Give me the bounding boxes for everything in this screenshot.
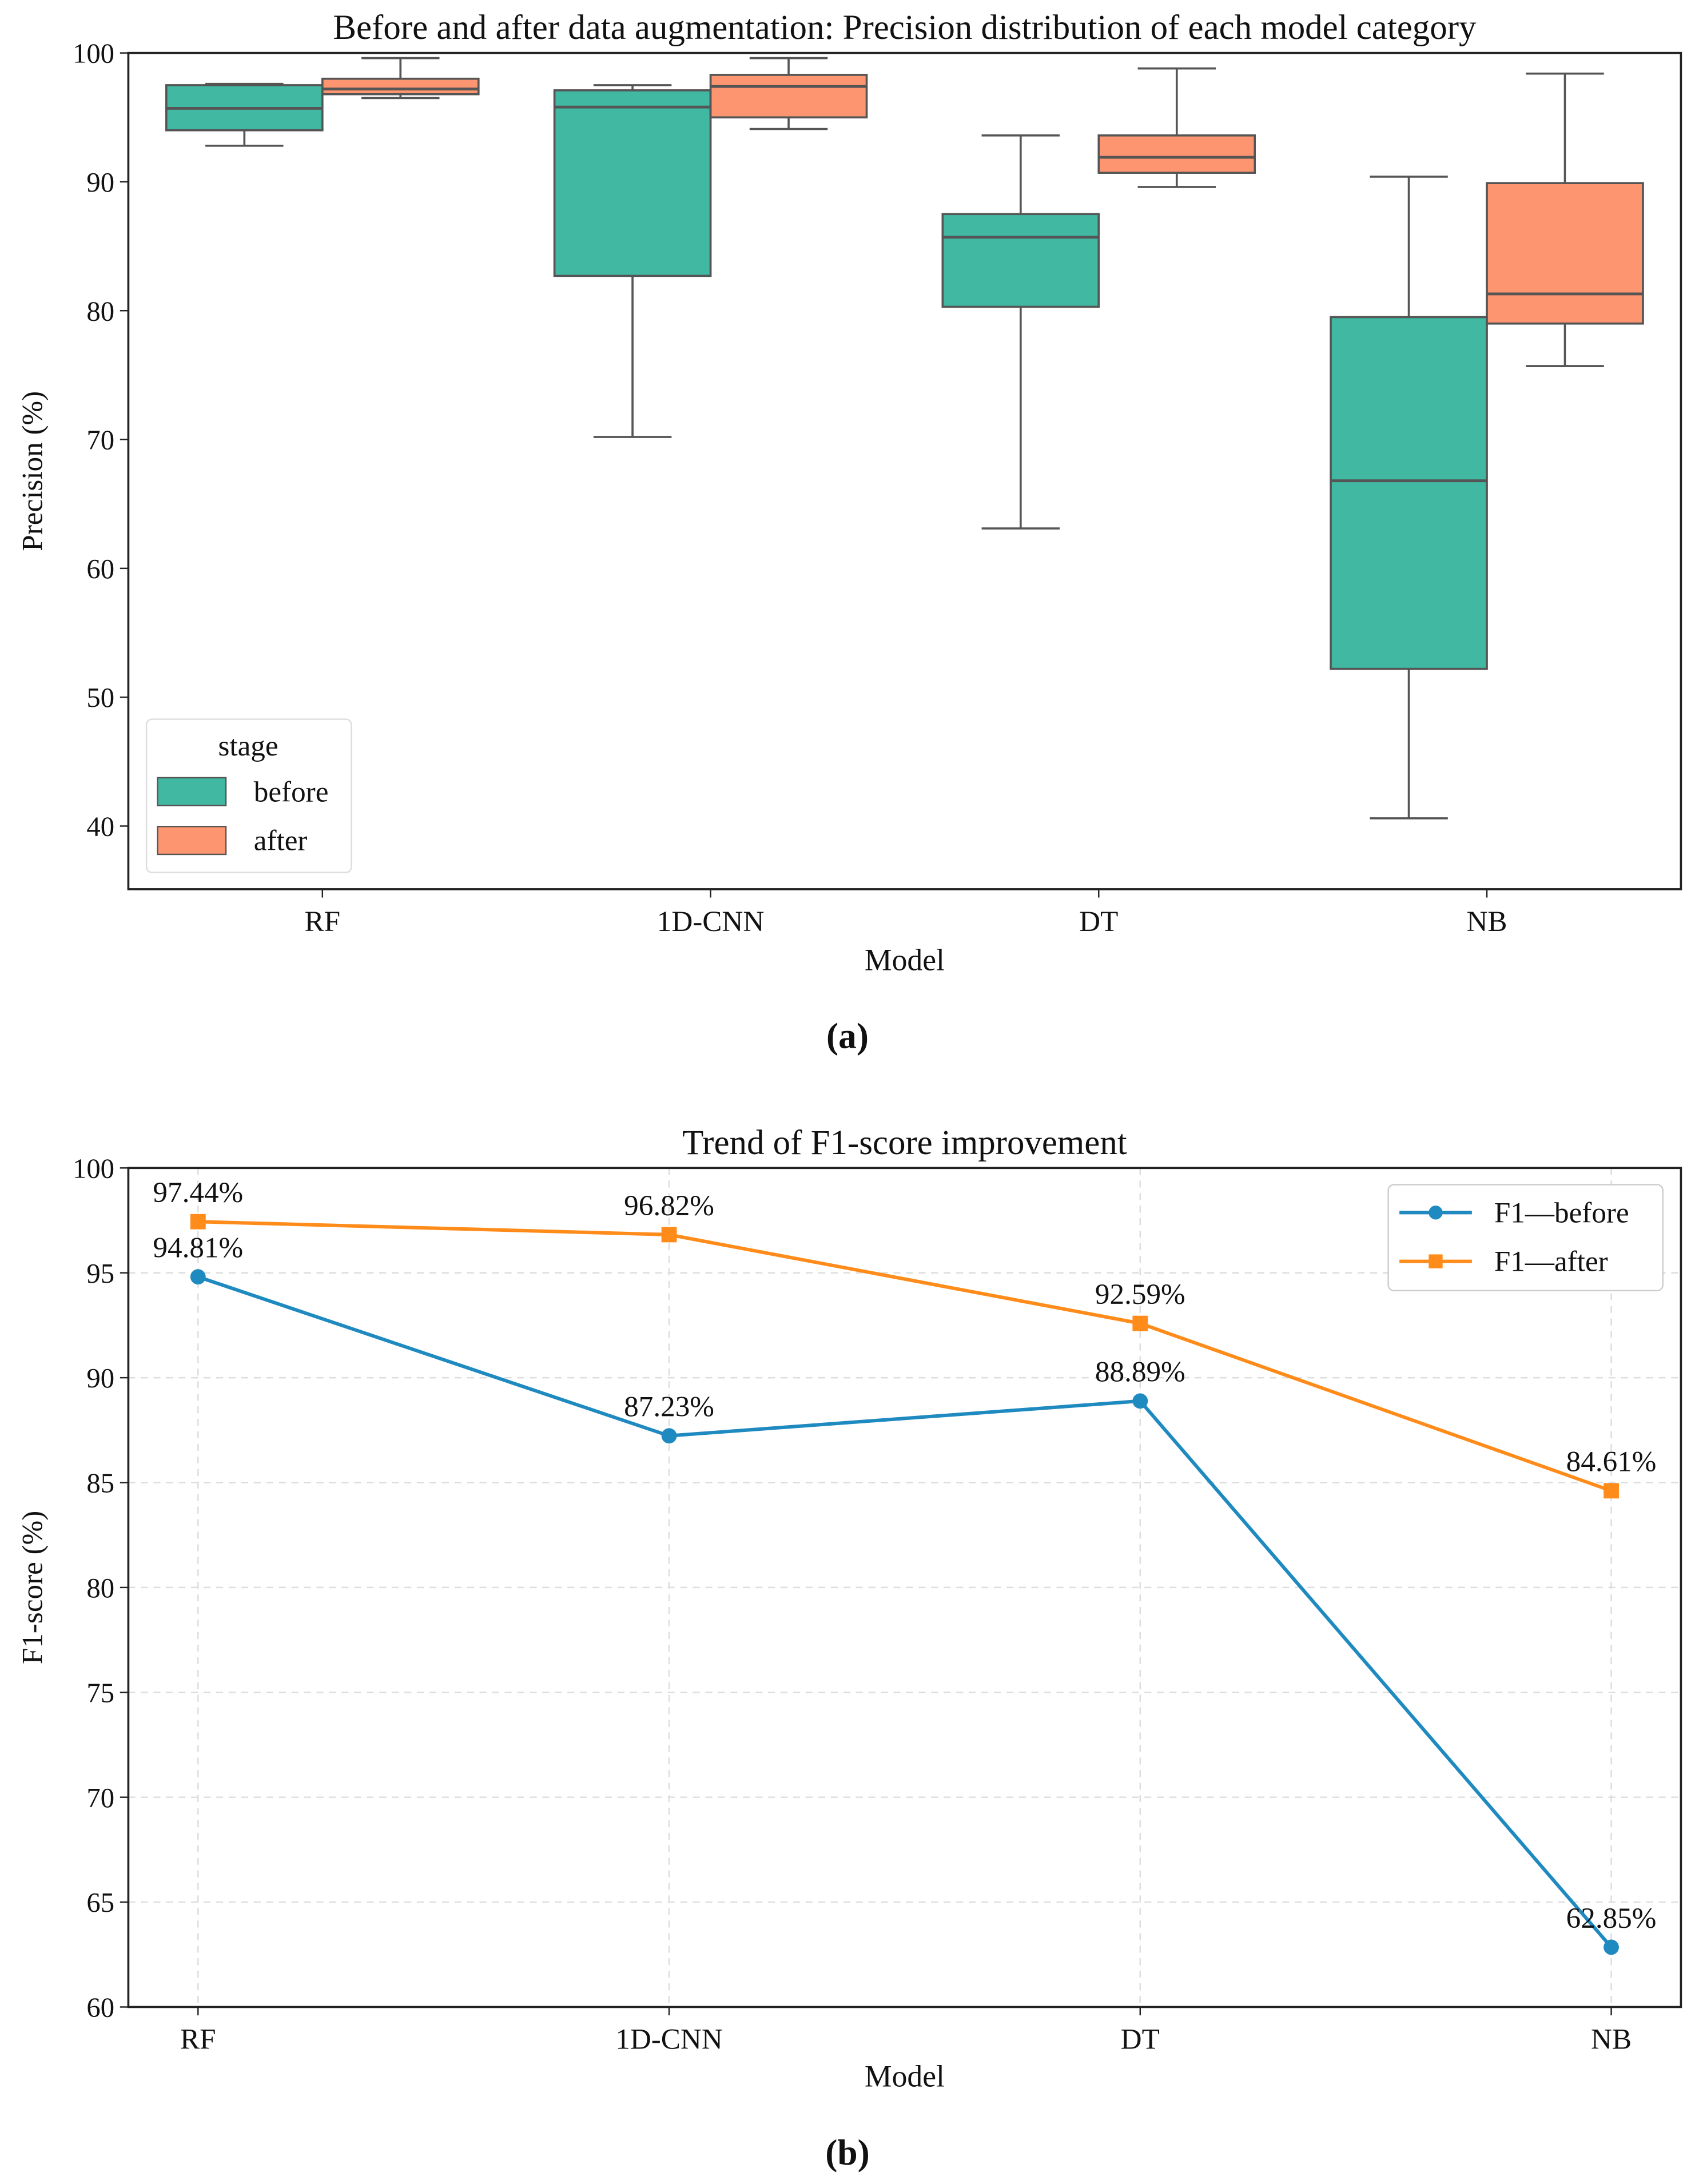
y-tick-label: 70 xyxy=(86,425,114,456)
y-tick-label: 85 xyxy=(86,1468,114,1499)
chart-b-frame xyxy=(127,1167,1682,2008)
legend-title: stage xyxy=(218,730,278,762)
y-tick-label: 50 xyxy=(86,682,114,713)
box-plot-precision: Before and after data augmentation: Prec… xyxy=(16,9,1682,1056)
y-tick-label: 100 xyxy=(73,1153,114,1184)
chart-a-frame xyxy=(127,51,1682,890)
box-after-1D-CNN xyxy=(709,74,868,119)
legend-b: F1—before F1—after xyxy=(1387,1184,1664,1292)
x-tick-label: NB xyxy=(1591,2023,1632,2056)
box-after-DT xyxy=(1097,134,1256,174)
chart-b-xlabel: Model xyxy=(865,2059,945,2093)
y-tick-label: 65 xyxy=(86,1887,114,1918)
caption-b: (b) xyxy=(825,2133,869,2173)
box-after-NB xyxy=(1486,182,1644,325)
legend-b-label-after: F1—after xyxy=(1494,1246,1608,1278)
chart-a-title: Before and after data augmentation: Prec… xyxy=(333,9,1477,47)
legend-swatch-before xyxy=(157,777,227,806)
data-point-before xyxy=(1604,1939,1619,1955)
series-line-after xyxy=(198,1220,1612,1493)
x-tick-label: RF xyxy=(180,2023,216,2056)
y-tick-label: 60 xyxy=(86,1992,114,2023)
series-line-before xyxy=(197,1275,1613,1948)
box-before-DT xyxy=(941,213,1100,308)
chart-b-title: Trend of F1-score improvement xyxy=(682,1124,1127,1162)
legend-swatch-after xyxy=(157,826,227,856)
y-tick-label: 100 xyxy=(73,38,114,69)
y-tick-label: 70 xyxy=(86,1783,114,1813)
box-before-NB xyxy=(1330,316,1488,670)
line-chart-f1: Trend of F1-score improvement 60 65 70 75 80… xyxy=(16,1124,1682,2173)
y-tick-label: 60 xyxy=(86,554,114,584)
data-point-before xyxy=(190,1269,206,1285)
y-tick-label: 80 xyxy=(86,1573,114,1604)
data-point-before xyxy=(661,1428,677,1444)
data-label: 96.82% xyxy=(624,1190,714,1222)
y-tick-label: 90 xyxy=(86,167,114,198)
x-tick-label: DT xyxy=(1079,905,1118,938)
box-after-RF xyxy=(321,77,480,96)
legend-label-after: after xyxy=(254,825,308,857)
data-point-after xyxy=(1132,1315,1148,1331)
x-tick-label: 1D-CNN xyxy=(657,905,765,938)
legend-b-label-before: F1—before xyxy=(1494,1196,1629,1229)
data-label: 84.61% xyxy=(1566,1446,1657,1478)
y-tick-label: 80 xyxy=(86,296,114,327)
x-tick-label: DT xyxy=(1121,2023,1160,2056)
data-label: 92.59% xyxy=(1095,1278,1185,1311)
data-label: 97.44% xyxy=(153,1176,243,1209)
x-tick-label: 1D-CNN xyxy=(615,2023,723,2056)
data-label: 94.81% xyxy=(153,1232,243,1264)
x-tick-label: RF xyxy=(305,905,341,938)
legend-label-before: before xyxy=(254,775,329,808)
y-tick-label: 95 xyxy=(86,1258,114,1289)
chart-b-ylabel: F1-score (%) xyxy=(16,1511,49,1664)
data-label: 87.23% xyxy=(624,1391,714,1423)
data-point-after xyxy=(1604,1483,1619,1499)
y-tick-label: 75 xyxy=(86,1677,114,1708)
data-label: 62.85% xyxy=(1566,1902,1657,1935)
legend-marker-after xyxy=(1429,1254,1443,1268)
data-point-before xyxy=(1132,1393,1148,1409)
chart-a-ylabel: Precision (%) xyxy=(16,391,49,551)
chart-a-xlabel: Model xyxy=(865,942,945,977)
y-tick-label: 90 xyxy=(86,1363,114,1394)
box-before-1D-CNN xyxy=(553,89,712,277)
y-tick-label: 40 xyxy=(86,811,114,842)
legend-marker-before xyxy=(1429,1206,1443,1220)
data-point-after xyxy=(661,1227,677,1243)
caption-a: (a) xyxy=(826,1016,869,1056)
x-tick-label: NB xyxy=(1466,905,1507,938)
legend: stage before after xyxy=(145,718,352,873)
data-label: 88.89% xyxy=(1095,1356,1185,1389)
data-point-after xyxy=(190,1214,206,1230)
